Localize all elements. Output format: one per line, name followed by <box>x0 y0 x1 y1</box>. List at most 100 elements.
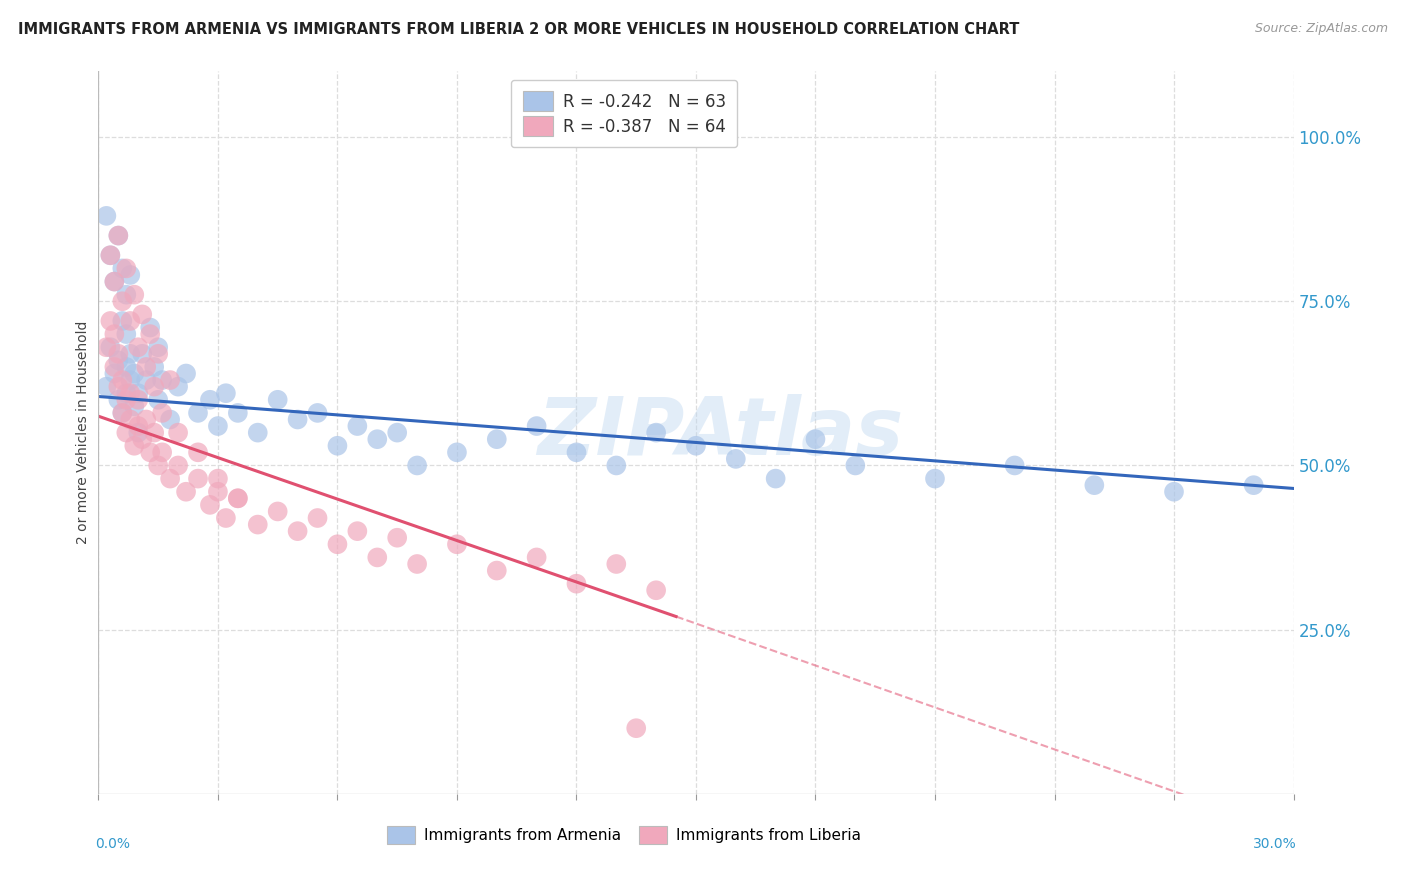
Point <box>207 484 229 499</box>
Point <box>107 392 129 407</box>
Point <box>139 327 162 342</box>
Point <box>366 432 388 446</box>
Point <box>215 386 238 401</box>
Point <box>103 367 125 381</box>
Point <box>148 340 170 354</box>
Point <box>98 340 122 354</box>
Point <box>226 406 249 420</box>
Point <box>98 314 122 328</box>
Point <box>605 557 627 571</box>
Point <box>111 373 134 387</box>
Point <box>115 261 138 276</box>
Point <box>924 472 946 486</box>
Point <box>139 445 162 459</box>
Point <box>115 425 138 440</box>
Point <box>246 425 269 440</box>
Point <box>127 386 149 401</box>
Point <box>406 557 429 571</box>
Point <box>187 406 209 420</box>
Point <box>107 347 129 361</box>
Point <box>385 425 409 440</box>
Point <box>159 373 181 387</box>
Point <box>844 458 866 473</box>
Point <box>174 484 197 499</box>
Point <box>115 392 138 407</box>
Point <box>226 491 249 506</box>
Point <box>135 359 157 374</box>
Point <box>98 248 122 262</box>
Point <box>485 564 508 578</box>
Point <box>115 287 138 301</box>
Point <box>131 432 153 446</box>
Point <box>167 379 190 393</box>
Point <box>98 248 122 262</box>
Point <box>1083 478 1105 492</box>
Point <box>148 458 170 473</box>
Point <box>115 327 138 342</box>
Point <box>120 347 142 361</box>
Point <box>103 275 125 289</box>
Point <box>96 340 118 354</box>
Point <box>103 327 125 342</box>
Point <box>120 314 142 328</box>
Point <box>103 275 125 289</box>
Point <box>159 472 181 486</box>
Point <box>107 353 129 368</box>
Point <box>111 406 134 420</box>
Point <box>174 367 197 381</box>
Point <box>724 451 747 466</box>
Point <box>120 412 142 426</box>
Point <box>120 373 142 387</box>
Text: 0.0%: 0.0% <box>94 838 129 851</box>
Point <box>111 261 134 276</box>
Point <box>131 347 153 361</box>
Point <box>127 425 149 440</box>
Point <box>267 392 290 407</box>
Point <box>159 412 181 426</box>
Point <box>127 419 149 434</box>
Point <box>115 359 138 374</box>
Point <box>127 340 149 354</box>
Point <box>131 307 153 321</box>
Point <box>645 425 668 440</box>
Point <box>526 550 548 565</box>
Point <box>385 531 409 545</box>
Point <box>150 373 173 387</box>
Point <box>267 504 290 518</box>
Point <box>326 537 349 551</box>
Point <box>406 458 429 473</box>
Text: IMMIGRANTS FROM ARMENIA VS IMMIGRANTS FROM LIBERIA 2 OR MORE VEHICLES IN HOUSEHO: IMMIGRANTS FROM ARMENIA VS IMMIGRANTS FR… <box>18 22 1019 37</box>
Point <box>446 537 468 551</box>
Point <box>307 511 329 525</box>
Point <box>167 425 190 440</box>
Point <box>215 511 238 525</box>
Point <box>645 583 668 598</box>
Point <box>96 379 118 393</box>
Y-axis label: 2 or more Vehicles in Household: 2 or more Vehicles in Household <box>76 321 90 544</box>
Point <box>287 524 309 538</box>
Point <box>124 400 146 414</box>
Point <box>198 392 221 407</box>
Point <box>148 347 170 361</box>
Point <box>96 209 118 223</box>
Point <box>198 498 221 512</box>
Point <box>187 472 209 486</box>
Point <box>127 392 149 407</box>
Point <box>1243 478 1265 492</box>
Point <box>143 379 166 393</box>
Point <box>446 445 468 459</box>
Point <box>124 287 146 301</box>
Point <box>804 432 827 446</box>
Point <box>1004 458 1026 473</box>
Point <box>207 472 229 486</box>
Point <box>287 412 309 426</box>
Point <box>485 432 508 446</box>
Point <box>246 517 269 532</box>
Point <box>526 419 548 434</box>
Point <box>366 550 388 565</box>
Point <box>226 491 249 506</box>
Point <box>124 367 146 381</box>
Point <box>143 425 166 440</box>
Point <box>115 386 138 401</box>
Point <box>135 373 157 387</box>
